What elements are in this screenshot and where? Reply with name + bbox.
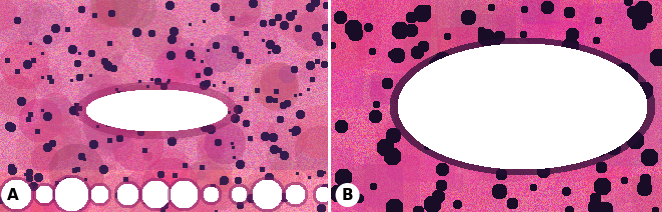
Text: A: A — [7, 188, 19, 202]
Text: B: B — [342, 188, 354, 202]
